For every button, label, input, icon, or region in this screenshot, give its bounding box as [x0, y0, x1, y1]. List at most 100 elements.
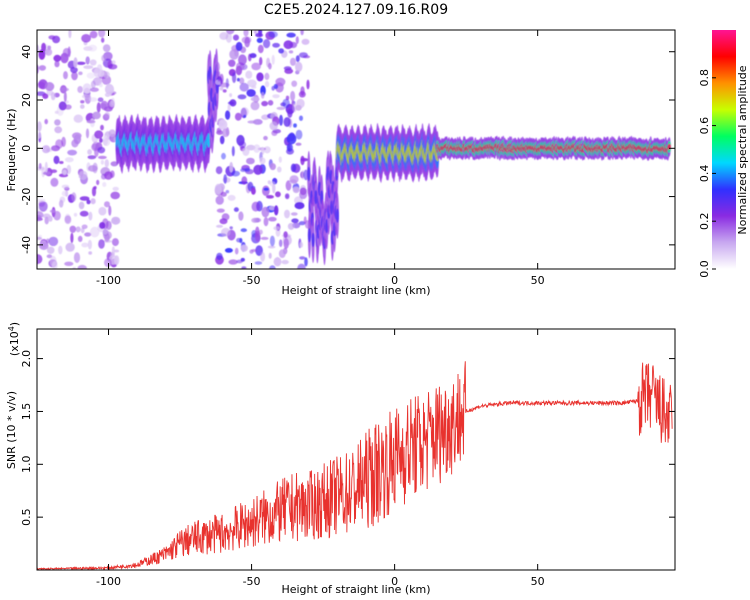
spectrum-noise-cell — [219, 218, 228, 225]
spectrum-noise-cell — [104, 201, 110, 208]
spectrum-noise-cell — [71, 71, 78, 81]
spectrum-noise-cell — [77, 235, 83, 242]
spectrum-noise-cell — [97, 97, 104, 102]
spectrum-noise-cell — [275, 77, 286, 87]
spectrum-noise-cell — [37, 121, 42, 132]
spectrum-noise-cell — [51, 145, 60, 152]
spectrum-noise-cell — [235, 65, 243, 76]
spectrum-noise-cell — [70, 232, 74, 244]
spectrum-noise-cell — [109, 100, 115, 108]
snr-series-line — [37, 361, 673, 570]
spectrum-noise-cell — [300, 86, 305, 96]
spectrum-noise-cell — [110, 161, 119, 167]
x-tick-label: 0 — [391, 274, 398, 287]
y-tick-label: 2.0 — [20, 350, 33, 368]
spectrum-noise-cell — [62, 48, 71, 57]
spectrum-noise-cell — [243, 30, 249, 37]
spectrum-noise-cell — [222, 89, 227, 93]
spectrum-noise-cell — [54, 60, 60, 68]
spectrum-noise-cell — [89, 226, 100, 238]
spectrum-noise-cell — [104, 171, 113, 180]
spectrum-noise-cell — [102, 44, 111, 52]
spectrum-noise-cell — [241, 176, 248, 185]
spectrum-noise-cell — [283, 117, 291, 127]
spectrum-noise-cell — [64, 157, 74, 163]
spectrum-noise-cell — [48, 35, 56, 40]
spectrum-noise-cell — [102, 229, 108, 235]
spectrum-noise-cell — [108, 205, 112, 216]
spectrum-noise-cell — [301, 38, 310, 45]
spectrum-noise-cell — [259, 157, 266, 165]
snr-x-label: Height of straight line (km) — [281, 583, 430, 596]
spectrum-noise-cell — [80, 227, 85, 234]
x-tick-label: 50 — [531, 274, 545, 287]
spectrum-noise-cell — [267, 100, 274, 106]
spectrum-noise-cell — [226, 30, 235, 35]
spectrum-noise-cell — [221, 128, 230, 138]
spectrum-noise-cell — [100, 100, 109, 111]
spectrum-noise-cell — [88, 44, 97, 52]
spectrum-noise-cell — [76, 61, 86, 65]
y-tick-label: -40 — [20, 236, 33, 254]
spectrum-noise-cell — [86, 199, 91, 205]
spectrum-noise-cell — [44, 82, 55, 91]
x-tick-label: -100 — [96, 274, 121, 287]
spectrum-noise-cell — [44, 118, 48, 125]
spectrum-noise-cell — [102, 71, 110, 78]
spectrum-noise-cell — [78, 201, 85, 210]
snr-y-multiplier: (x104) — [7, 322, 21, 356]
spectrum-noise-cell — [93, 186, 97, 190]
spectrogram-panel: -100 -50 0 50 -40 -20 0 20 40 Height of straigh… — [5, 29, 676, 297]
spectrum-noise-cell — [234, 247, 239, 255]
spectrum-noise-cell — [79, 196, 90, 201]
spectrum-noise-cell — [54, 126, 63, 134]
spectrum-noise-cell — [241, 36, 252, 44]
spectrum-noise-cell — [221, 227, 231, 237]
snr-y-label: SNR (10 * v/v) — [5, 391, 18, 469]
spectrum-noise-cell — [278, 156, 282, 163]
spectrum-noise-cell — [304, 257, 308, 267]
spectrum-noise-cell — [275, 191, 281, 198]
spectrum-noise-cell — [269, 163, 276, 171]
spectrum-noise-cell — [251, 62, 261, 71]
spectrum-noise-cell — [229, 226, 233, 230]
spectrum-noise-cell — [269, 235, 275, 247]
spectrum-noise-cell — [238, 54, 247, 66]
spectrum-noise-cell — [239, 82, 249, 92]
spectrum-noise-cell — [104, 159, 110, 168]
spectrum-noise-cell — [37, 198, 46, 203]
spectrum-noise-cell — [98, 239, 105, 249]
spectrum-noise-cell — [111, 216, 121, 225]
spectrum-noise-cell — [281, 259, 289, 265]
figure-title: C2E5.2024.127.09.16.R09 — [264, 2, 448, 18]
y-tick-label: 1.0 — [20, 456, 33, 474]
spectrum-noise-cell — [264, 80, 270, 88]
spectrum-noise-cell — [64, 104, 72, 110]
spectrum-noise-cell — [299, 115, 303, 121]
spectrum-noise-cell — [272, 42, 280, 48]
spectrum-noise-cell — [80, 104, 85, 109]
y-tick-label: -20 — [20, 188, 33, 206]
spectrum-signal-cell — [314, 190, 318, 205]
spectrum-noise-cell — [75, 226, 81, 233]
y-tick-label: 1.5 — [20, 403, 33, 421]
spectrum-noise-cell — [87, 165, 98, 172]
spectrum-noise-cell — [228, 59, 236, 67]
snr-panel: -100 -50 0 50 0.5 1.0 1.5 2.0 Height of straig… — [5, 322, 676, 596]
spectrum-noise-cell — [104, 83, 115, 95]
x-tick-label: -50 — [243, 575, 261, 588]
spectrum-noise-cell — [263, 39, 271, 49]
spectrum-noise-cell — [225, 110, 231, 120]
spectrum-noise-cell — [225, 78, 229, 89]
spectrum-noise-cell — [228, 259, 238, 265]
spectrum-noise-cell — [214, 183, 222, 194]
spectrum-noise-cell — [42, 93, 49, 99]
spectrum-noise-cell — [67, 149, 77, 156]
spectrum-noise-cell — [63, 71, 68, 80]
x-tick-label: 0 — [391, 575, 398, 588]
spectrum-noise-cell — [240, 228, 247, 233]
spectrum-noise-cell — [89, 87, 99, 92]
spectrum-noise-cell — [295, 55, 300, 63]
spectrum-noise-cell — [260, 92, 265, 99]
